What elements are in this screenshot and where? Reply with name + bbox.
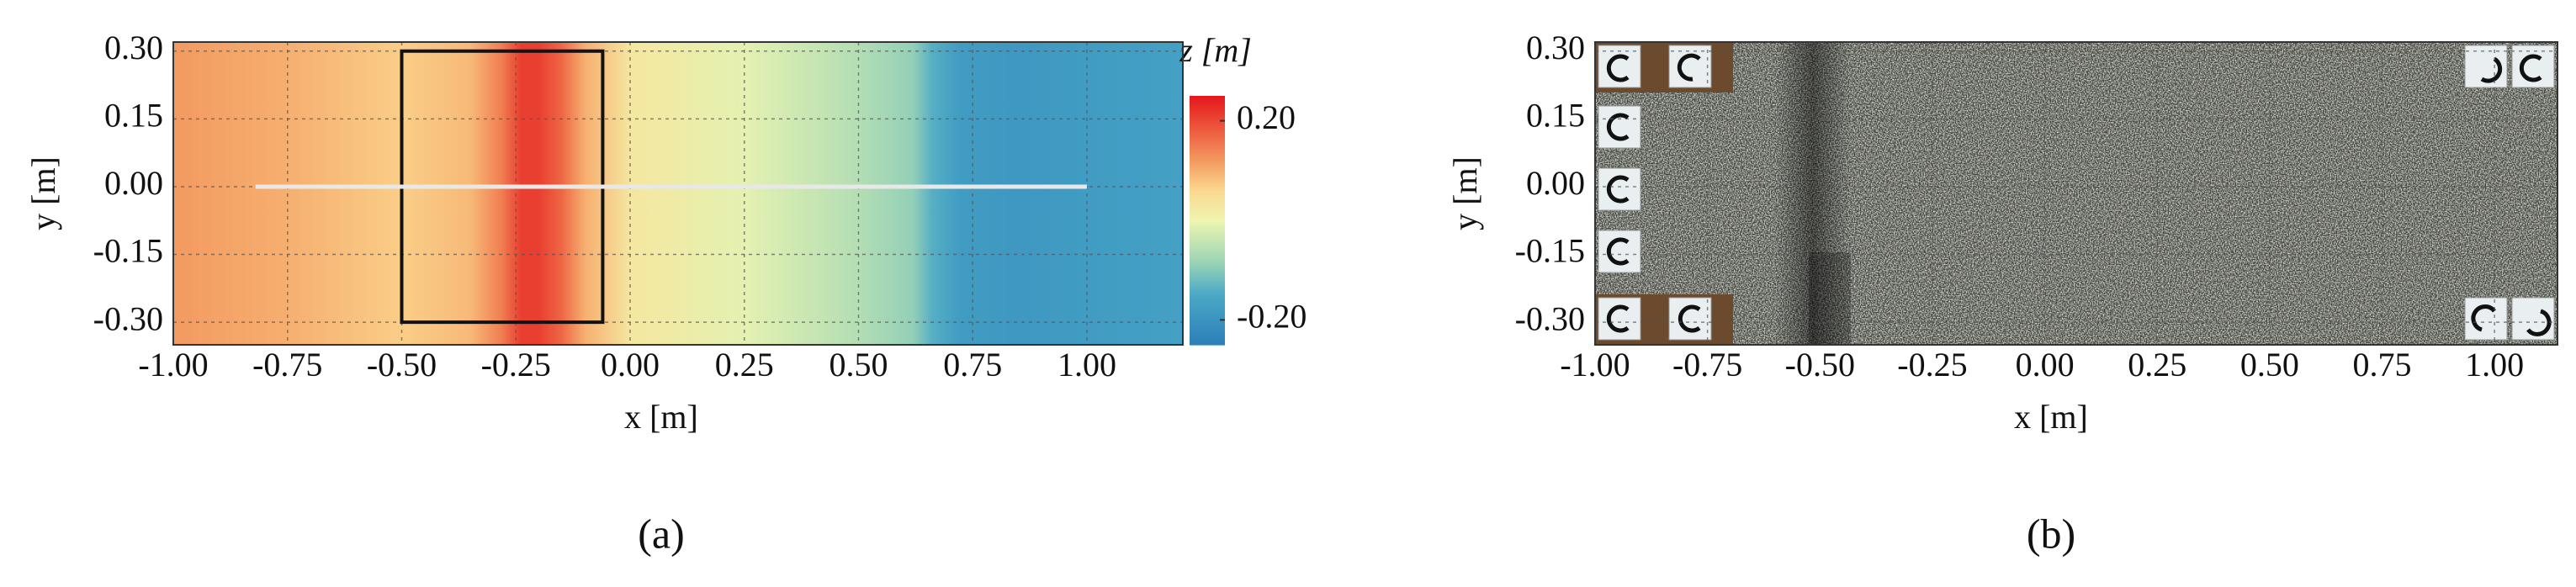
x-tick-label: -1.00	[1560, 346, 1630, 383]
y-tick-label: -0.30	[1515, 299, 1585, 337]
x-tick-label: 0.00	[601, 346, 660, 383]
colorbar-label: z [m]	[1179, 31, 1252, 69]
x-tick-label: 0.00	[2016, 346, 2075, 383]
y-tick-label: 0.30	[104, 29, 163, 66]
y-tick-label: 0.15	[104, 97, 163, 135]
heat-strip	[858, 42, 914, 345]
x-tick-label: -0.75	[1672, 346, 1742, 383]
colorbar-segment	[1190, 294, 1225, 346]
x-tick-label: -0.25	[1897, 346, 1967, 383]
y-tick-label: 0.00	[1526, 164, 1585, 202]
plot-frame	[1594, 41, 2558, 346]
heat-strip	[401, 42, 471, 345]
colorbar-segment	[1190, 260, 1225, 296]
y-tick-label: -0.15	[1515, 232, 1585, 270]
heat-strip	[931, 42, 960, 345]
colorbar-segment	[1190, 190, 1225, 221]
panel-label: (a)	[638, 510, 685, 557]
heat-strip	[287, 42, 403, 345]
x-tick-label: -0.50	[1785, 346, 1855, 383]
heat-strip	[584, 42, 631, 345]
colorbar-segment	[1190, 96, 1225, 161]
heat-strip	[501, 42, 522, 345]
heat-strip	[958, 42, 1020, 345]
x-tick-label: -0.75	[252, 346, 322, 383]
x-tick-label: -0.50	[367, 346, 437, 383]
colorbar-tick-label: -0.20	[1237, 298, 1307, 336]
heat-strip	[744, 42, 860, 345]
photo	[1595, 42, 2557, 345]
x-axis-label: x [m]	[624, 398, 698, 436]
y-tick-label: 0.00	[104, 164, 163, 202]
heat-strip	[1018, 42, 1088, 345]
plot-frame	[172, 41, 1184, 346]
x-tick-label: 0.50	[829, 346, 888, 383]
colorbar-segment	[1190, 220, 1225, 261]
heat-strip	[469, 42, 503, 345]
x-tick-label: 0.25	[2128, 346, 2186, 383]
x-tick-label: 1.00	[2465, 346, 2524, 383]
x-axis-label: x [m]	[2014, 398, 2088, 436]
x-tick-label: 0.75	[943, 346, 1002, 383]
y-axis-label: y [m]	[24, 156, 62, 230]
heat-strip	[520, 42, 539, 345]
x-tick-label: 0.25	[715, 346, 774, 383]
x-tick-label: -0.25	[481, 346, 551, 383]
colorbar-tick-label: 0.20	[1237, 98, 1296, 136]
x-tick-label: 1.00	[1057, 346, 1116, 383]
heat-strip	[538, 42, 563, 345]
colorbar-segment	[1190, 160, 1225, 192]
y-tick-label: 0.15	[1526, 97, 1585, 135]
x-tick-label: -1.00	[138, 346, 208, 383]
heat-strip	[1086, 42, 1184, 345]
x-tick-label: 0.50	[2240, 346, 2299, 383]
y-axis-label: y [m]	[1446, 156, 1484, 230]
heat-strip	[561, 42, 586, 345]
heat-strip	[173, 42, 289, 345]
y-tick-label: -0.30	[93, 299, 163, 337]
heat-strip	[629, 42, 745, 345]
heat-strip	[913, 42, 932, 345]
x-tick-label: 0.75	[2353, 346, 2412, 383]
panel-label: (b)	[2027, 510, 2075, 557]
y-tick-label: 0.30	[1526, 29, 1585, 66]
y-tick-label: -0.15	[93, 232, 163, 270]
